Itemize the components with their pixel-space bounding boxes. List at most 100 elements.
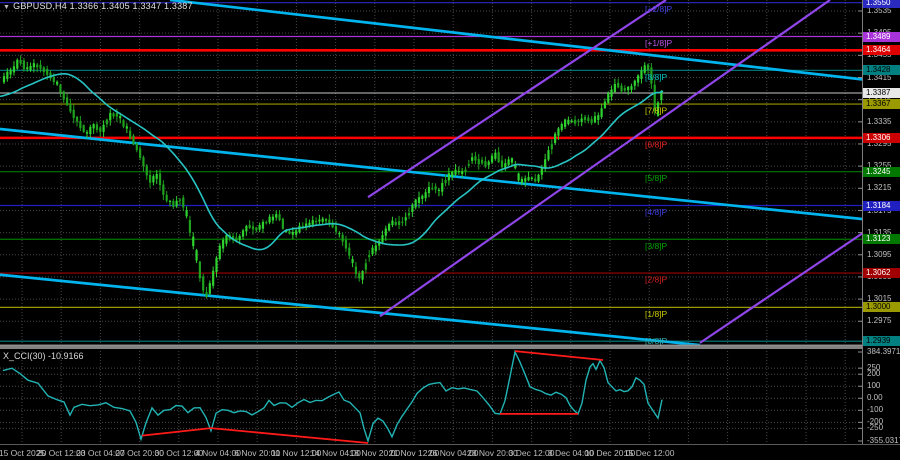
candlestick: [46, 68, 49, 75]
ohlc-low: 1.3347: [132, 1, 162, 11]
candlestick: [139, 148, 142, 158]
ohlc-open: 1.3366: [69, 1, 99, 11]
price-tick-label: -355.0317: [867, 436, 900, 445]
candlestick: [461, 171, 464, 174]
time-axis-label: 26 Nov 04:00: [427, 448, 479, 458]
candlestick: [6, 71, 9, 79]
candlestick: [328, 219, 331, 225]
murray-label: [7/8]P: [645, 106, 668, 116]
cyan-trendline[interactable]: [0, 273, 701, 345]
candlestick: [222, 239, 225, 249]
candlestick: [178, 199, 182, 201]
candlestick: [617, 82, 620, 88]
violet-trendline[interactable]: [379, 0, 831, 318]
candlestick: [95, 124, 99, 130]
candlestick: [105, 119, 109, 125]
candlestick: [431, 188, 434, 190]
candlestick: [447, 173, 450, 181]
candlestick: [305, 223, 308, 227]
candlestick: [119, 116, 122, 119]
price-line-label: 1.3428: [863, 65, 900, 76]
candlestick: [69, 103, 72, 112]
candlestick: [72, 109, 75, 119]
candlestick: [182, 197, 185, 208]
candlestick: [627, 86, 630, 91]
price-line-label: 1.3367: [863, 99, 900, 110]
candlestick: [311, 220, 314, 225]
candlestick: [404, 217, 407, 221]
candlestick: [547, 150, 550, 160]
candlestick: [75, 116, 79, 122]
candlestick: [65, 97, 69, 106]
moving-average-line: [0, 73, 664, 251]
price-scale: 1.35351.34951.34551.34151.33751.33351.32…: [862, 0, 900, 445]
candlestick: [583, 116, 587, 121]
candlestick: [417, 197, 421, 203]
candlestick: [92, 124, 95, 129]
candlestick: [646, 64, 650, 71]
murray-label: [+2/8]P: [645, 4, 673, 14]
candlestick: [281, 218, 284, 229]
violet-trendline[interactable]: [367, 0, 667, 199]
candlestick: [324, 219, 328, 221]
candlestick: [298, 225, 301, 233]
candlestick: [637, 75, 640, 83]
time-axis-label: 20 Oct 12:00: [36, 448, 86, 458]
candlestick: [318, 219, 321, 222]
candlestick: [158, 173, 162, 186]
murray-label: [2/8]P: [645, 275, 668, 285]
price-line-label: 1.2939: [863, 336, 900, 347]
candlestick: [241, 230, 245, 237]
candlestick: [374, 245, 377, 252]
candlestick: [12, 66, 16, 73]
candlestick: [245, 225, 248, 232]
candlestick: [202, 276, 205, 291]
candlestick: [278, 214, 281, 221]
candlestick: [434, 186, 437, 190]
price-tick-label: 1.3415: [867, 72, 892, 82]
candlestick: [295, 230, 298, 235]
candlestick: [16, 59, 19, 69]
candlestick: [334, 226, 338, 232]
cyan-trendline[interactable]: [0, 127, 870, 221]
candlestick: [394, 221, 397, 225]
candlestick: [255, 227, 258, 231]
candlestick: [660, 91, 663, 101]
candlestick: [89, 126, 92, 135]
price-tick-label: 100: [867, 381, 881, 391]
price-line-label: 1.3184: [863, 200, 900, 211]
candlestick: [527, 176, 530, 181]
candlestick: [79, 121, 82, 129]
time-axis-label: 27 Oct 20:00: [115, 448, 164, 458]
candlestick: [238, 235, 241, 240]
candlestick: [457, 170, 460, 173]
candlestick: [401, 221, 404, 223]
panel-separator[interactable]: [0, 345, 900, 349]
time-axis-label: 14 Nov 04:00: [310, 448, 361, 458]
price-tick-label: 0.00: [867, 393, 883, 403]
candlestick: [490, 155, 494, 163]
candlestick: [115, 112, 118, 117]
cyan-trendline[interactable]: [169, 0, 870, 81]
candlestick: [85, 132, 89, 134]
candlestick: [590, 119, 593, 124]
cci-trendline[interactable]: [141, 427, 369, 444]
candlestick: [577, 120, 580, 122]
candlestick: [424, 192, 427, 199]
cci-trendline[interactable]: [514, 350, 604, 361]
candlestick: [471, 157, 474, 161]
murray-levels: [0, 2, 862, 342]
violet-trendline[interactable]: [699, 228, 870, 344]
candlestick: [444, 179, 447, 184]
candlestick: [165, 194, 168, 201]
candlestick: [534, 178, 537, 182]
candlestick: [348, 247, 351, 256]
candlestick: [271, 216, 275, 221]
price-line-label: 1.3123: [863, 234, 900, 245]
price-tick-label: 1.2975: [867, 316, 892, 326]
candlestick: [361, 271, 364, 280]
indicator-value: -10.9166: [48, 351, 84, 361]
candlestick: [56, 81, 59, 85]
candlestick: [225, 235, 228, 244]
